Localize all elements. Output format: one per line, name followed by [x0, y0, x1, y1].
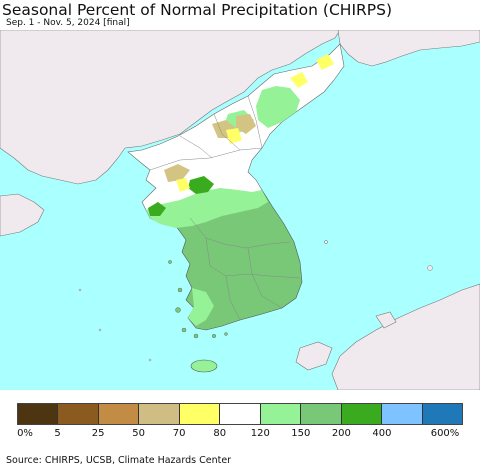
- legend-label: 150: [291, 428, 311, 439]
- west-sea-dots: [78, 265, 433, 362]
- legend-swatch: [139, 404, 180, 424]
- china-land: [0, 30, 341, 185]
- yellow-patch-3: [290, 72, 308, 88]
- province-borders: [149, 95, 301, 321]
- legend-swatch: [422, 404, 462, 424]
- yellow-patch-1: [226, 128, 242, 144]
- legend-label: 5: [54, 428, 61, 439]
- light-green-zone-northeast: [256, 86, 300, 128]
- legend-swatch: [179, 404, 221, 424]
- legend-labels: 0% 5 25 50 70 80 120 150 200 400 600%: [0, 428, 480, 442]
- legend-swatch: [18, 404, 59, 424]
- jeju-island: [190, 359, 218, 373]
- dark-green-patch-west: [148, 202, 166, 216]
- color-legend: [17, 403, 463, 425]
- legend-swatch: [301, 404, 342, 424]
- russia-land: [337, 30, 480, 67]
- legend-swatch: [220, 404, 261, 424]
- light-green-zone-south-coast: [188, 288, 214, 326]
- legend-label: 80: [213, 428, 227, 439]
- legend-label: 25: [91, 428, 105, 439]
- tan-patch-3: [164, 164, 190, 182]
- japan-land: [331, 283, 480, 390]
- legend-label: 70: [172, 428, 186, 439]
- yellow-patch-4: [316, 54, 334, 70]
- legend-swatch: [382, 404, 423, 424]
- light-green-zone-dmz: [146, 188, 268, 228]
- ulleung-island: [324, 240, 328, 244]
- legend-label: 400: [372, 428, 392, 439]
- japan-island-1: [295, 341, 333, 371]
- legend-label: 200: [331, 428, 351, 439]
- source-credit: Source: CHIRPS, UCSB, Climate Hazards Ce…: [6, 455, 232, 466]
- japan-island-2: [375, 311, 397, 329]
- legend-swatch: [260, 404, 302, 424]
- yellow-patch-2: [176, 178, 190, 192]
- southwest-islands: [168, 260, 228, 339]
- legend-swatch: [341, 404, 383, 424]
- precipitation-map: [0, 30, 480, 390]
- tan-patch-2: [236, 114, 256, 134]
- map-title: Seasonal Percent of Normal Precipitation…: [2, 1, 393, 19]
- legend-label: 0%: [17, 428, 33, 439]
- legend-label: 50: [132, 428, 145, 439]
- legend-label: 600%: [430, 428, 460, 439]
- shandong-land: [0, 193, 45, 237]
- legend-label: 120: [250, 428, 270, 439]
- legend-swatch: [58, 404, 99, 424]
- dark-green-patch: [188, 176, 214, 194]
- legend-swatch: [98, 404, 140, 424]
- map-subtitle: Sep. 1 - Nov. 5, 2024 [final]: [6, 18, 130, 28]
